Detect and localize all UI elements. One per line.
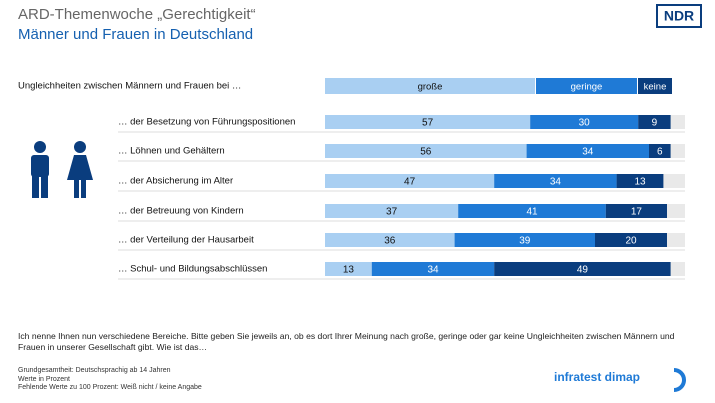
value-label: 41 <box>526 207 538 218</box>
bar-segment <box>530 115 639 129</box>
value-label: 13 <box>343 265 355 276</box>
notes: Grundgesamtheit: Deutschsprachig ab 14 J… <box>18 367 202 393</box>
value-label: 6 <box>657 147 663 158</box>
brand-logo <box>673 368 686 392</box>
brand: infratest dimap <box>554 370 640 384</box>
value-label: 39 <box>519 236 531 247</box>
logo-box <box>656 4 702 28</box>
bar-segment <box>325 144 527 158</box>
value-label: 34 <box>550 177 562 188</box>
value-label: 47 <box>404 177 416 188</box>
legend-swatch <box>325 78 535 94</box>
value-label: 37 <box>386 207 398 218</box>
bar-segment <box>325 115 531 129</box>
value-label: 57 <box>422 118 434 129</box>
legend-swatch <box>638 78 672 94</box>
bar-segment <box>325 233 455 247</box>
value-label: 34 <box>582 147 594 158</box>
value-label: 56 <box>420 147 432 158</box>
bar-segment <box>494 262 671 276</box>
value-label: 30 <box>579 118 591 129</box>
bar-segment <box>325 204 459 218</box>
value-label: 34 <box>427 265 439 276</box>
legend-label: große <box>418 82 443 93</box>
chart-title: Ungleichheiten zwischen Männern und Frau… <box>18 81 241 92</box>
value-label: 9 <box>652 118 658 129</box>
value-label: 17 <box>631 207 643 218</box>
value-label: 49 <box>577 265 589 276</box>
note: Fehlende Werte zu 100 Prozent: Weiß nich… <box>18 384 202 391</box>
bar-segment <box>325 174 495 188</box>
value-label: 36 <box>384 236 396 247</box>
subtitle: Männer und Frauen in Deutschland <box>18 26 253 43</box>
category-label: … Löhnen und Gehältern <box>118 146 225 157</box>
bar-segment <box>325 262 372 276</box>
bar-segment <box>595 233 667 247</box>
bar-segment <box>638 115 671 129</box>
bar-segment <box>616 174 664 188</box>
legend-label: geringe <box>571 82 603 93</box>
logo: NDR <box>664 8 694 24</box>
category-label: … der Verteilung der Hausarbeit <box>118 235 254 246</box>
legend-swatch <box>536 78 637 94</box>
category-label: … Schul- und Bildungsabschlüssen <box>118 264 267 275</box>
question: Ich nenne Ihnen nun verschiedene Bereich… <box>18 331 675 352</box>
bar-segment <box>526 144 649 158</box>
bar-segment <box>458 204 606 218</box>
bar-segment <box>371 262 495 276</box>
value-label: 20 <box>625 236 637 247</box>
category-label: … der Absicherung im Alter <box>118 176 233 187</box>
category-label: … der Betreuung von Kindern <box>118 206 244 217</box>
bar-segment <box>454 233 595 247</box>
legend-label: keine <box>644 82 667 93</box>
bar-segment <box>649 144 671 158</box>
value-label: 13 <box>634 177 646 188</box>
note: Werte in Prozent <box>18 375 71 383</box>
bar-segment <box>605 204 667 218</box>
bar-segment <box>494 174 617 188</box>
category-label: … der Besetzung von Führungspositionen <box>118 117 295 128</box>
people-icon <box>31 141 93 198</box>
note: Grundgesamtheit: Deutschsprachig ab 14 J… <box>18 367 171 374</box>
title: ARD-Themenwoche „Gerechtigkeit“ <box>18 6 256 23</box>
